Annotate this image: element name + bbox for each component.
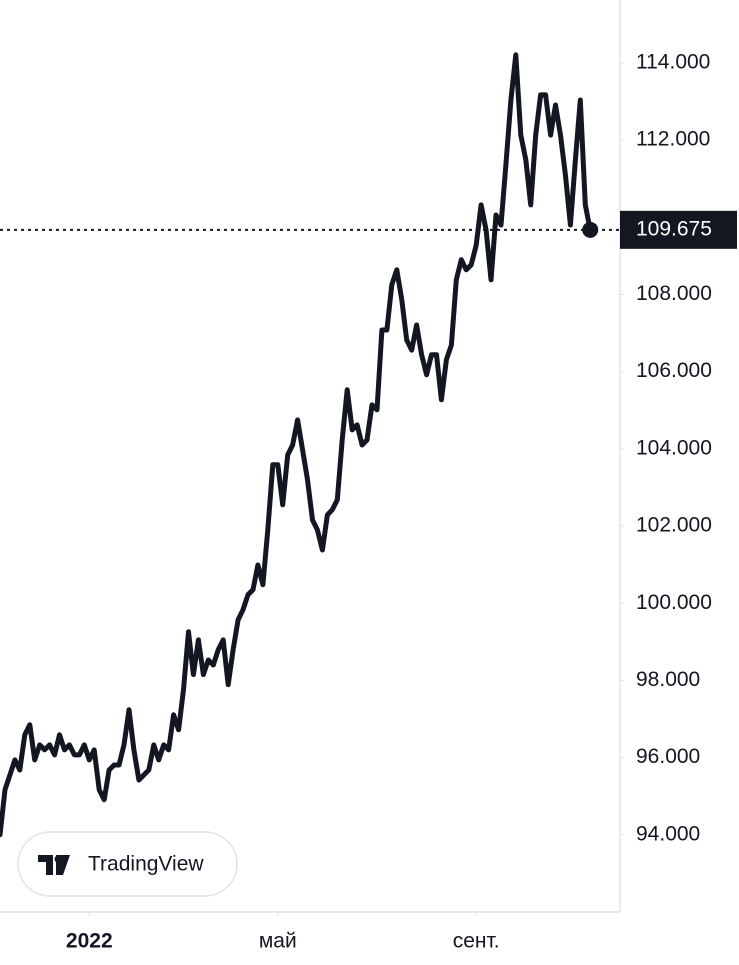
last-price-label: 109.675 (636, 217, 712, 240)
x-tick-label: сент. (453, 930, 500, 953)
x-tick-label: 2022 (66, 930, 113, 953)
logo-dot (54, 855, 62, 863)
y-tick-label: 112.000 (636, 128, 710, 151)
price-line (0, 52, 593, 838)
y-tick-label: 98.000 (636, 668, 700, 691)
y-tick-label: 114.000 (636, 50, 710, 73)
y-tick-label: 108.000 (636, 282, 712, 305)
logo (38, 855, 70, 875)
y-tick-label: 96.000 (636, 745, 700, 768)
badge-bg (17, 831, 238, 897)
y-tick-label: 106.000 (636, 359, 712, 382)
last-price-box (620, 210, 737, 249)
y-tick-label: 104.000 (636, 436, 712, 459)
last-point (582, 221, 599, 238)
y-tick-label: 94.000 (636, 822, 700, 845)
y-tick-label: 102.000 (636, 514, 712, 537)
watermark-badge: TradingView (17, 831, 238, 897)
x-tick-label: май (259, 930, 297, 953)
y-tick-label: 100.000 (636, 591, 712, 614)
watermark-text: TradingView (88, 853, 204, 876)
